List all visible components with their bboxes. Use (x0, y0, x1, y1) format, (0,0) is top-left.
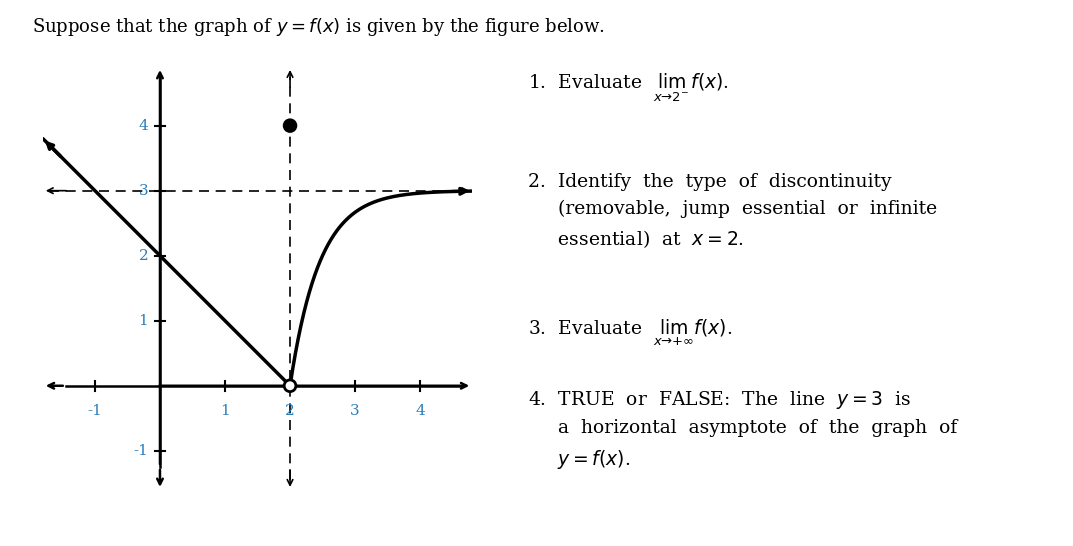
Circle shape (284, 120, 296, 132)
Text: 3: 3 (138, 183, 148, 198)
Text: 1: 1 (220, 404, 230, 418)
Text: 1.  Evaluate  $\lim_{x \to 2^-} f(x)$.: 1. Evaluate $\lim_{x \to 2^-} f(x)$. (528, 72, 729, 104)
Text: 3: 3 (350, 404, 359, 418)
Text: Suppose that the graph of $y = f(x)$ is given by the figure below.: Suppose that the graph of $y = f(x)$ is … (32, 16, 605, 38)
Text: -1: -1 (133, 444, 148, 458)
Text: 1: 1 (138, 314, 148, 328)
Text: -1: -1 (88, 404, 102, 418)
Text: 4: 4 (415, 404, 425, 418)
Text: 4.  TRUE  or  FALSE:  The  line  $y = 3$  is
     a  horizontal  asymptote  of  : 4. TRUE or FALSE: The line $y = 3$ is a … (528, 389, 957, 471)
Text: 2: 2 (285, 404, 295, 418)
Text: 4: 4 (138, 118, 148, 133)
Text: 3.  Evaluate  $\lim_{x \to +\infty} f(x)$.: 3. Evaluate $\lim_{x \to +\infty} f(x)$. (528, 317, 732, 348)
Text: 2: 2 (138, 248, 148, 263)
Circle shape (284, 380, 296, 391)
Text: 2.  Identify  the  type  of  discontinuity
     (removable,  jump  essential  or: 2. Identify the type of discontinuity (r… (528, 173, 937, 250)
